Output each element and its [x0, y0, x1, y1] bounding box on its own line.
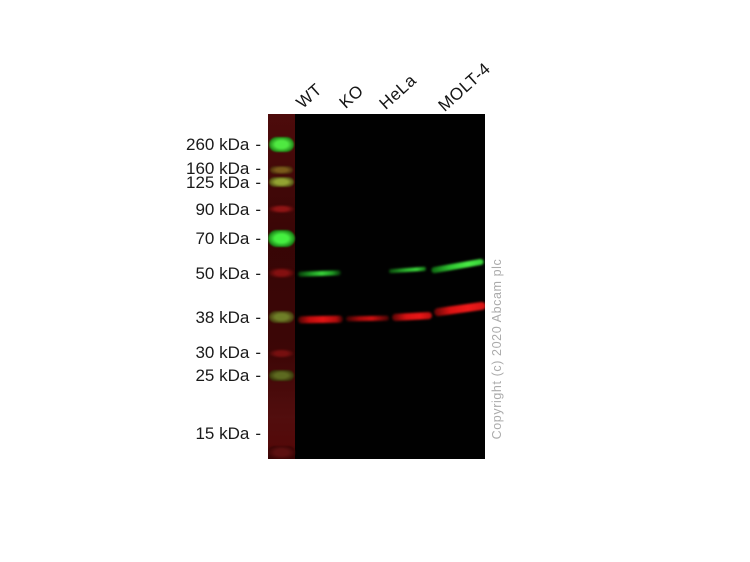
- marker-text: 38 kDa: [195, 308, 250, 327]
- marker-text: 260 kDa: [186, 135, 250, 154]
- ladder-band-foot: [268, 446, 295, 459]
- ladder-band-50: [269, 268, 294, 278]
- marker-tick: -: [255, 135, 261, 154]
- band-red-wt: [297, 315, 344, 323]
- marker-tick: -: [255, 264, 261, 283]
- ladder-lane: [268, 114, 295, 459]
- marker-tick: -: [255, 229, 261, 248]
- marker-text: 50 kDa: [195, 264, 250, 283]
- marker-text: 90 kDa: [195, 200, 250, 219]
- lane-label-wt: WT: [292, 79, 326, 113]
- marker-tick: -: [255, 159, 261, 178]
- marker-label-30-kda: 30 kDa -: [0, 342, 261, 364]
- marker-tick: -: [255, 200, 261, 219]
- lane-label-hela: HeLa: [375, 70, 421, 114]
- marker-label-50-kda: 50 kDa -: [0, 263, 261, 285]
- marker-label-38-kda: 38 kDa -: [0, 307, 261, 329]
- marker-tick: -: [255, 343, 261, 362]
- ladder-band-90: [269, 205, 294, 213]
- blot-image: [268, 114, 485, 459]
- marker-label-90-kda: 90 kDa -: [0, 199, 261, 221]
- ladder-band-125: [269, 177, 294, 187]
- marker-tick: -: [255, 173, 261, 192]
- band-green-wt: [297, 269, 342, 277]
- ladder-band-70: [268, 230, 295, 247]
- ladder-band-38: [269, 311, 294, 323]
- marker-text: 30 kDa: [195, 343, 250, 362]
- marker-text: 160 kDa: [186, 159, 250, 178]
- ladder-band-260: [269, 137, 294, 152]
- marker-text: 70 kDa: [195, 229, 250, 248]
- marker-text: 25 kDa: [195, 366, 250, 385]
- band-red-ko: [345, 315, 390, 321]
- marker-tick: -: [255, 366, 261, 385]
- band-red-molt-4: [433, 301, 485, 317]
- marker-label-125-kda: 125 kDa -: [0, 172, 261, 194]
- marker-label-15-kda: 15 kDa -: [0, 423, 261, 445]
- marker-text: 15 kDa: [195, 424, 250, 443]
- ladder-band-30: [269, 349, 294, 358]
- band-green-hela: [388, 266, 427, 274]
- marker-label-70-kda: 70 kDa -: [0, 228, 261, 250]
- lane-label-molt-4: MOLT-4: [434, 58, 495, 116]
- marker-tick: -: [255, 308, 261, 327]
- marker-label-260-kda: 260 kDa -: [0, 134, 261, 156]
- copyright-watermark: Copyright (c) 2020 Abcam plc: [490, 258, 504, 440]
- band-red-hela: [391, 311, 433, 321]
- marker-text: 125 kDa: [186, 173, 250, 192]
- marker-tick: -: [255, 424, 261, 443]
- lane-label-ko: KO: [335, 81, 368, 113]
- band-green-molt-4: [430, 258, 485, 274]
- ladder-band-25: [269, 370, 294, 381]
- ladder-band-160: [270, 166, 293, 174]
- marker-label-160-kda: 160 kDa -: [0, 158, 261, 180]
- marker-label-25-kda: 25 kDa -: [0, 365, 261, 387]
